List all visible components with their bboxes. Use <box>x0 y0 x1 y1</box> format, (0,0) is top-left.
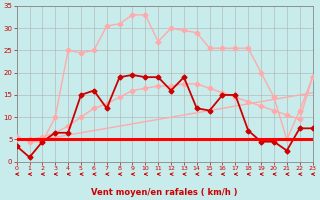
X-axis label: Vent moyen/en rafales ( km/h ): Vent moyen/en rafales ( km/h ) <box>91 188 238 197</box>
